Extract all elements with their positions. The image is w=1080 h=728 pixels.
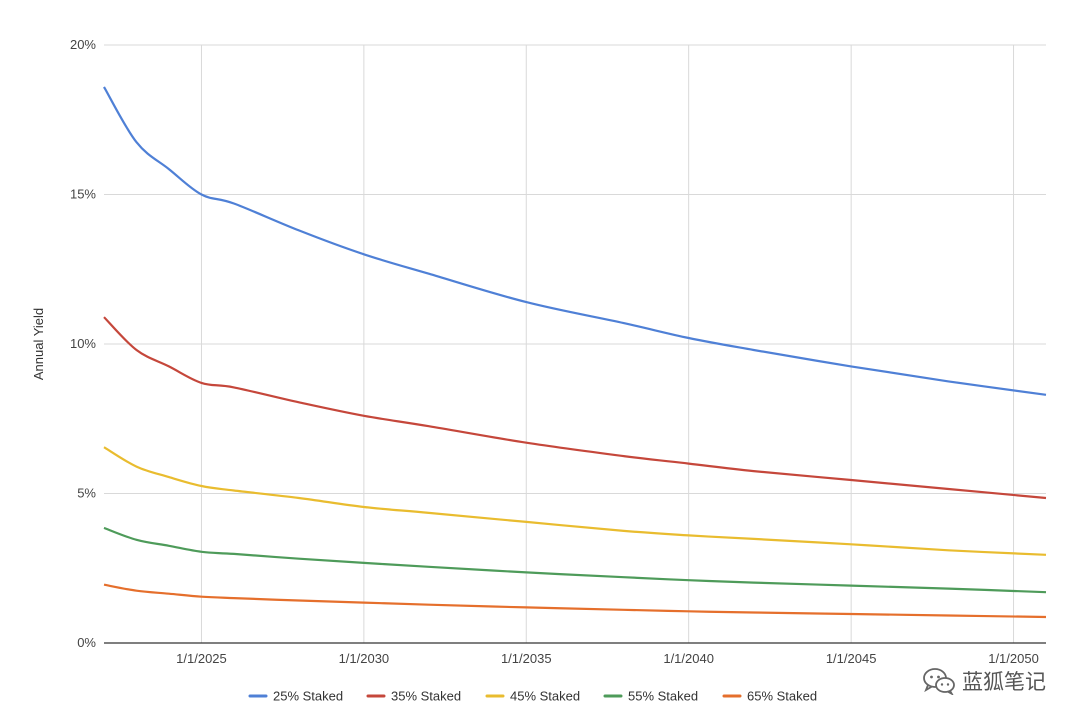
legend: 25% Staked 35% Staked 45% Staked 55% Staked… — [248, 689, 817, 704]
y-tick-label: 15% — [70, 187, 96, 202]
x-tick-label: 1/1/2025 — [176, 651, 227, 666]
x-tick-label: 1/1/2040 — [663, 651, 714, 666]
axes: 0% 5% 10% 15% 20% 1/1/2025 1/1/2030 1/1/2035 1/1… — [31, 37, 1046, 666]
x-tick-label: 1/1/2035 — [501, 651, 552, 666]
series-line-2 — [103, 316, 1047, 500]
wechat-icon — [922, 667, 956, 695]
x-tick-label: 1/1/2045 — [826, 651, 877, 666]
series-line-3 — [103, 446, 1047, 556]
series-line-4 — [103, 526, 1047, 594]
series-line-5 — [103, 583, 1047, 619]
legend-label: 55% Staked — [628, 689, 698, 704]
y-tick-label: 5% — [77, 486, 96, 501]
y-axis-title: Annual Yield — [31, 308, 46, 380]
legend-label: 45% Staked — [510, 689, 580, 704]
x-tick-label: 1/1/2030 — [339, 651, 390, 666]
legend-item: 25% Staked — [248, 689, 343, 704]
watermark: 蓝狐笔记 — [922, 666, 1046, 696]
series-lines — [103, 86, 1047, 619]
grid — [104, 44, 1046, 643]
legend-item: 65% Staked — [722, 689, 817, 704]
legend-label: 35% Staked — [391, 689, 461, 704]
legend-item: 45% Staked — [485, 689, 580, 704]
legend-label: 65% Staked — [747, 689, 817, 704]
y-tick-label: 20% — [70, 37, 96, 52]
y-tick-label: 0% — [77, 635, 96, 650]
watermark-text: 蓝狐笔记 — [962, 670, 1046, 694]
y-tick-label: 10% — [70, 336, 96, 351]
x-tick-label: 1/1/2050 — [988, 651, 1039, 666]
legend-item: 55% Staked — [603, 689, 698, 704]
legend-item: 35% Staked — [366, 689, 461, 704]
legend-label: 25% Staked — [273, 689, 343, 704]
series-line-1 — [103, 86, 1047, 396]
